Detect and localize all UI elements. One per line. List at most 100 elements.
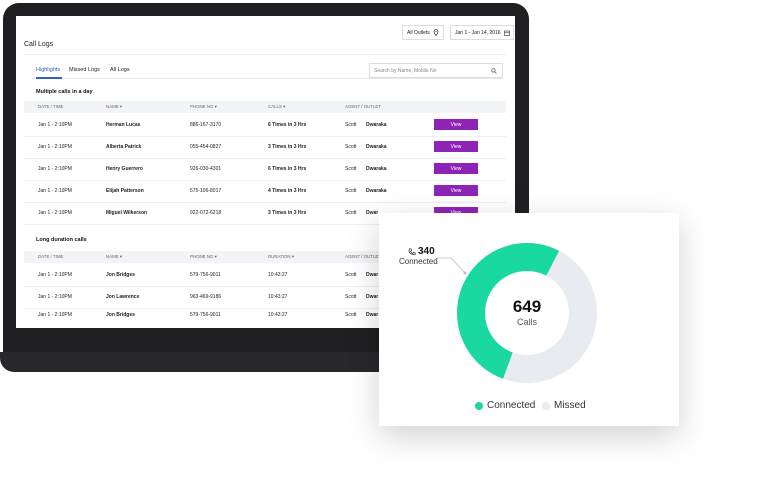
- cell-phone: 575-106-8017: [190, 188, 222, 194]
- cell-date: Jan 1 - 2:10PM: [38, 166, 72, 172]
- cell-agent: Scott: [345, 122, 357, 128]
- tab-missed-logs[interactable]: Missed Logs: [69, 67, 100, 73]
- legend-label-missed: Missed: [554, 400, 586, 411]
- column-header-date[interactable]: DATE / TIME: [38, 254, 64, 259]
- cell-outlet: Dwar: [366, 210, 379, 216]
- outlet-filter-button[interactable]: All Outlets: [402, 25, 444, 40]
- cell-name: Jon Bridges: [106, 272, 135, 278]
- cell-outlet: Dwaraka: [366, 144, 387, 150]
- cell-phone: 579-756-9011: [190, 312, 221, 318]
- search-icon: [491, 68, 497, 74]
- donut-total: 649: [512, 297, 542, 316]
- table-row: Jan 1 - 2:10PM Jon Lawrence 963-469-9186…: [24, 286, 506, 309]
- donut-total-label: Calls: [516, 317, 537, 327]
- cell-agent: Scott: [345, 312, 357, 318]
- table-row: Jan 1 - 2:10PM Henry Guerrero 926-030-43…: [24, 158, 506, 181]
- cell-duration: 10:43:27: [268, 312, 288, 318]
- cell-agent: Scott: [345, 144, 357, 150]
- cell-phone: 579-756-9011: [190, 272, 221, 278]
- cell-name: Jon Lawrence: [106, 294, 140, 300]
- table-row: Jan 1 - 2:10PM Jon Bridges 579-756-9011 …: [24, 264, 506, 287]
- cell-agent: Scott: [345, 294, 357, 300]
- cell-agent: Scott: [345, 166, 357, 172]
- view-button[interactable]: View: [434, 185, 478, 196]
- table-row: Jan 1 - 2:10PM Herman Lucas 886-167-3170…: [24, 114, 506, 137]
- cell-agent: Scott: [345, 272, 357, 278]
- cell-calls: 6 Times in 3 Hrs: [268, 166, 307, 172]
- cell-phone: 963-469-9186: [190, 294, 222, 300]
- cell-outlet: Dwaraka: [366, 166, 387, 172]
- table-row: Jan 1 - 2:10PM Alberta Patrick 055-454-0…: [24, 136, 506, 159]
- cell-date: Jan 1 - 2:10PM: [38, 294, 72, 300]
- cell-date: Jan 1 - 2:10PM: [38, 144, 72, 150]
- view-button[interactable]: View: [434, 207, 478, 218]
- column-header-calls[interactable]: CALLS ▾: [268, 104, 286, 109]
- column-header-agent: AGENT / OUTLET: [345, 254, 382, 259]
- search-input[interactable]: Search by Name, Mobile No: [374, 67, 437, 74]
- table-header: DATE / TIME NAME ▾ PHONE NO ▾ CALLS ▾ AG…: [24, 101, 506, 113]
- table-row: Jan 1 - 2:10PM Jon Bridges 579-756-9011 …: [24, 306, 506, 328]
- top-bar: Call Logs All Outlets Jan 1 - Jan 14, 20…: [16, 16, 515, 54]
- view-button[interactable]: View: [434, 119, 478, 130]
- cell-agent: Scott: [345, 188, 357, 194]
- connected-count: 340: [418, 246, 435, 257]
- donut-connected-segment: [457, 243, 597, 383]
- cell-calls: 4 Times in 3 Hrs: [268, 188, 307, 194]
- cell-duration: 10:43:27: [268, 294, 288, 300]
- app-screen: Call Logs All Outlets Jan 1 - Jan 14, 20…: [16, 16, 515, 328]
- outlet-filter-label: All Outlets: [407, 29, 430, 36]
- cell-name: Jon Bridges: [106, 312, 135, 318]
- tab-highlights[interactable]: Highlights: [36, 67, 61, 73]
- view-button[interactable]: View: [434, 141, 478, 152]
- cell-outlet: Dwar: [366, 272, 379, 278]
- connected-callout-label: Connected: [399, 257, 438, 266]
- column-header-duration[interactable]: DURATION ▾: [268, 254, 295, 259]
- date-range-button[interactable]: Jan 1 - Jan 14, 2016: [450, 25, 514, 40]
- cell-name: Alberta Patrick: [106, 144, 142, 150]
- cell-phone: 926-030-4301: [190, 166, 222, 172]
- cell-phone: 886-167-3170: [190, 122, 222, 128]
- cell-date: Jan 1 - 2:10PM: [38, 272, 72, 278]
- date-range-label: Jan 1 - Jan 14, 2016: [455, 29, 501, 36]
- cell-date: Jan 1 - 2:10PM: [38, 210, 72, 216]
- connected-callout-line: [437, 257, 466, 274]
- view-button[interactable]: View: [434, 163, 478, 174]
- phone-icon: [408, 248, 416, 256]
- cell-phone: 922-072-6218: [190, 210, 222, 216]
- cell-calls: 3 Times in 3 Hrs: [268, 210, 307, 216]
- section-title-multiple-calls: Multiple calls in a day: [36, 89, 93, 95]
- cell-duration: 10:43:27: [268, 272, 288, 278]
- column-header-phone[interactable]: PHONE NO ▾: [190, 254, 217, 259]
- column-header-name[interactable]: NAME ▾: [106, 254, 123, 259]
- cell-phone: 055-454-0827: [190, 144, 222, 150]
- tab-divider: [32, 78, 502, 79]
- cell-name: Herman Lucas: [106, 122, 141, 128]
- column-header-agent: AGENT / OUTLET: [345, 104, 382, 109]
- column-header-name[interactable]: NAME ▾: [106, 104, 123, 109]
- active-tab-indicator: [36, 77, 62, 79]
- legend-dot-missed: [542, 402, 550, 410]
- legend-dot-connected: [475, 402, 483, 410]
- table-row: Jan 1 - 2:10PM Miguel Wilkerson 922-072-…: [24, 202, 506, 225]
- page-title: Call Logs: [24, 41, 54, 48]
- main-content: Highlights Missed Logs All Logs Search b…: [24, 54, 506, 328]
- location-pin-icon: [433, 29, 439, 36]
- cell-outlet: Dwar: [366, 294, 379, 300]
- cell-date: Jan 1 - 2:10PM: [38, 188, 72, 194]
- cell-name: Miguel Wilkerson: [106, 210, 148, 216]
- cell-date: Jan 1 - 2:10PM: [38, 122, 72, 128]
- cell-name: Henry Guerrero: [106, 166, 143, 172]
- cell-agent: Scott: [345, 210, 357, 216]
- column-header-date[interactable]: DATE / TIME: [38, 104, 64, 109]
- table-row: Jan 1 - 2:10PM Elijah Patterson 575-106-…: [24, 180, 506, 203]
- search-box[interactable]: Search by Name, Mobile No: [369, 63, 503, 78]
- cell-calls: 3 Times in 3 Hrs: [268, 144, 307, 150]
- legend-label-connected: Connected: [487, 400, 536, 411]
- cell-name: Elijah Patterson: [106, 188, 144, 194]
- cell-outlet: Dwaraka: [366, 122, 387, 128]
- callout-dot: [463, 271, 467, 275]
- cell-calls: 6 Times in 3 Hrs: [268, 122, 307, 128]
- tab-all-logs[interactable]: All Logs: [110, 67, 130, 73]
- calls-donut-chart: [437, 243, 597, 383]
- column-header-phone[interactable]: PHONE NO ▾: [190, 104, 217, 109]
